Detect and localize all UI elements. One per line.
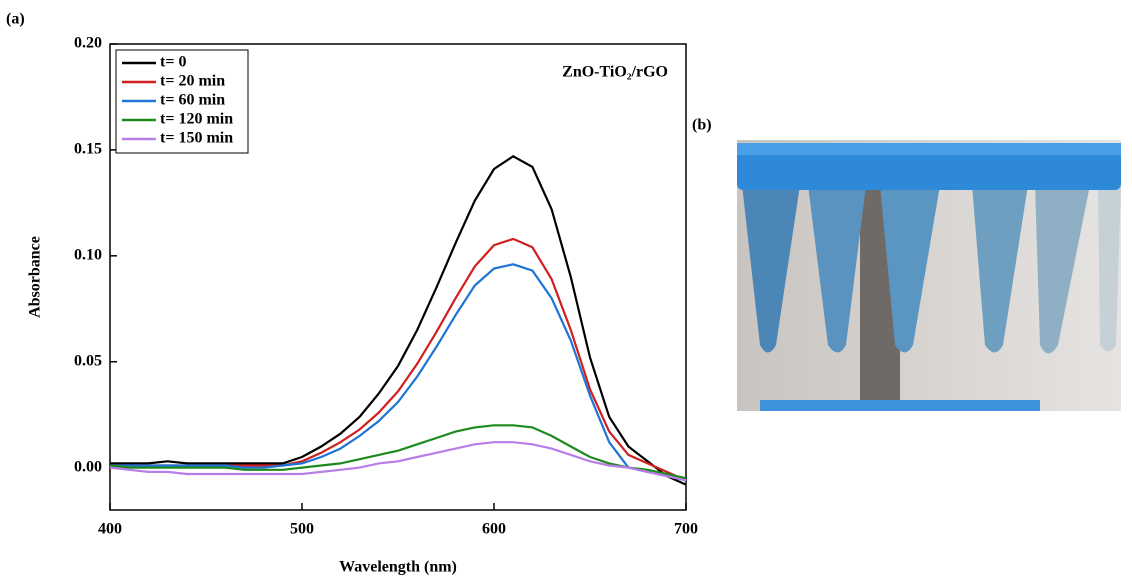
y-tick-label: 0.15 [74,141,102,158]
photo [737,140,1121,411]
x-axis-label: Wavelength (nm) [339,559,457,576]
series-line [109,441,687,482]
plot-frame [109,43,687,511]
y-tick-label: 0.20 [74,35,102,52]
legend-label: t= 150 min [160,130,233,147]
series-line [109,424,687,480]
legend-label: t= 20 min [160,73,225,90]
series-line [110,263,687,482]
x-tick-label: 600 [482,521,506,538]
x-tick-label: 700 [674,521,698,538]
legend-label: t= 0 [160,54,186,71]
x-tick-label: 500 [290,521,314,538]
legend-label: t= 60 min [160,92,225,109]
series-line [110,155,687,486]
panel-label: (b) [692,117,712,134]
legend-label: t= 120 min [160,111,233,128]
annotation: ZnO-TiO₂/rGO [562,64,668,81]
x-tick-label: 400 [98,521,122,538]
series-line [110,237,687,482]
y-tick-label: 0.00 [74,458,102,475]
y-tick-label: 0.05 [74,352,102,369]
panel-label: (a) [6,11,25,28]
y-tick-label: 0.10 [74,246,102,263]
y-axis-label: Absorbance [27,236,44,318]
